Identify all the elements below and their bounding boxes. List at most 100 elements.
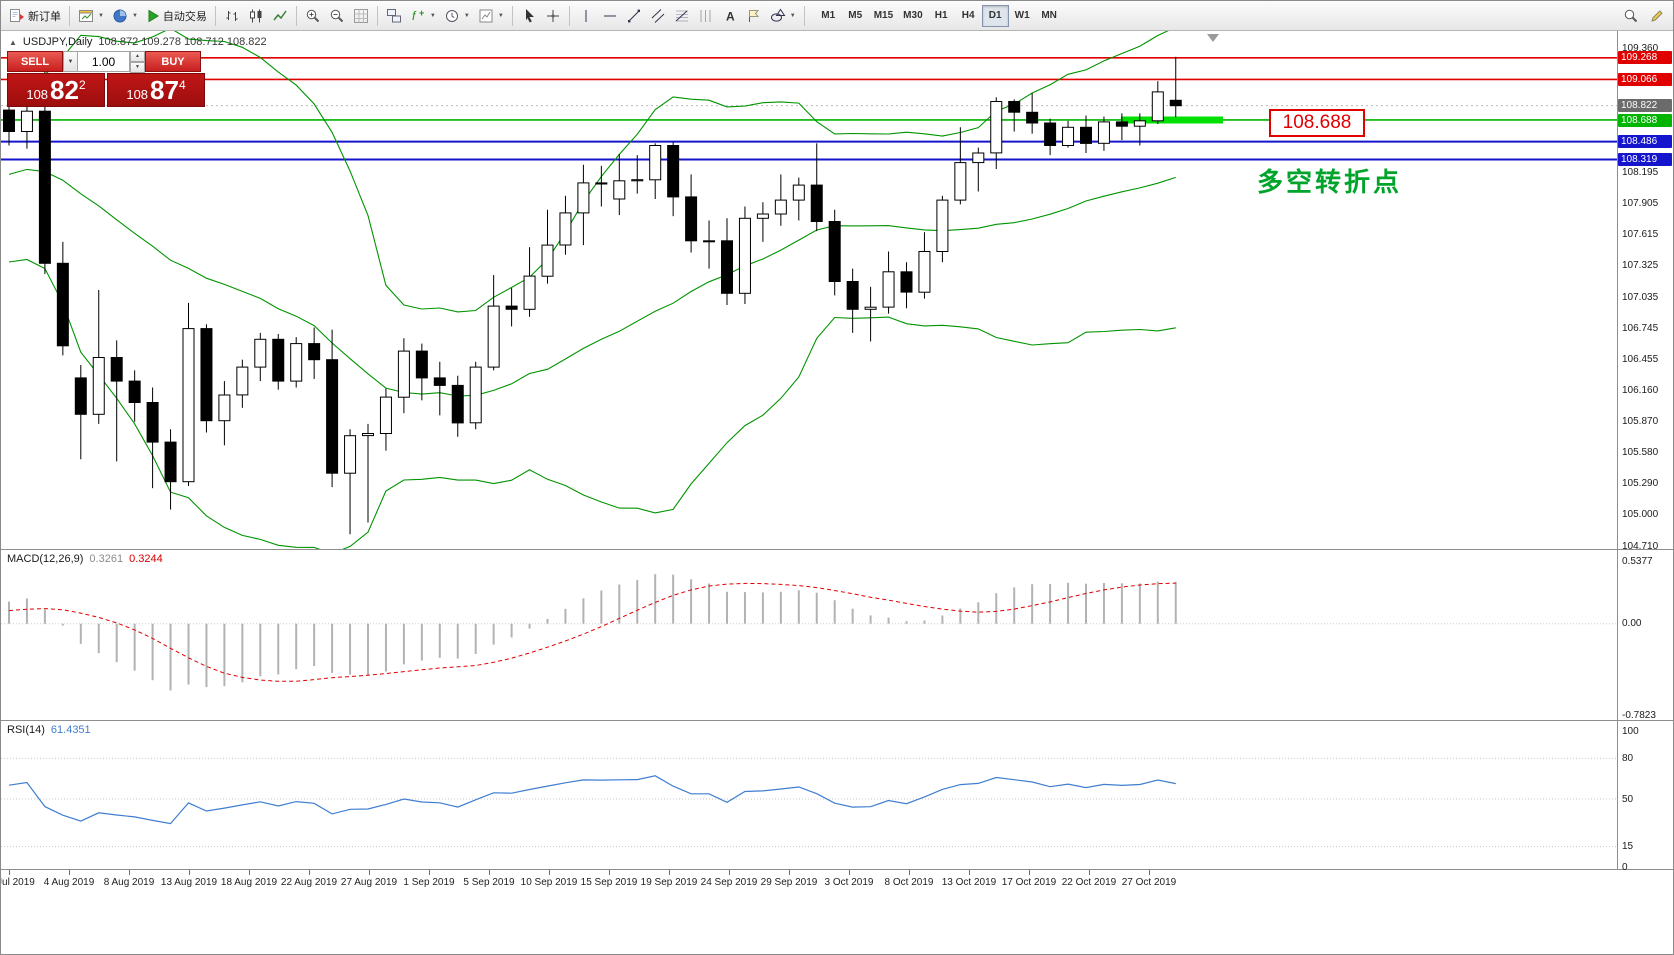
vertical-line-tool-button[interactable] bbox=[574, 4, 598, 28]
date-label: 24 Sep 2019 bbox=[700, 877, 758, 888]
timeframe-h1-button[interactable]: H1 bbox=[928, 5, 955, 27]
fibonacci-tool-button[interactable] bbox=[670, 4, 694, 28]
periods-button[interactable]: ▼ bbox=[440, 4, 474, 28]
zoom-out-button[interactable] bbox=[325, 4, 349, 28]
profiles-button[interactable]: ▼ bbox=[108, 4, 142, 28]
channel-tool-button[interactable] bbox=[646, 4, 670, 28]
volume-stepper[interactable]: ▲ ▼ bbox=[130, 51, 145, 73]
pencil-icon bbox=[1651, 9, 1663, 22]
pivot-note-text[interactable]: 多空转折点 bbox=[1257, 167, 1403, 197]
time-axis-tick bbox=[1029, 870, 1030, 875]
bars-mode-button[interactable] bbox=[220, 4, 244, 28]
date-label: 29 Sep 2019 bbox=[760, 877, 818, 888]
support-price-box: 108.319 bbox=[1618, 153, 1672, 166]
shapes-tool-button[interactable]: ▼ bbox=[766, 4, 800, 28]
vertical-line-icon bbox=[585, 9, 587, 22]
chart-symbol-label: USDJPY,Daily bbox=[22, 36, 93, 48]
rsi-indicator-label: RSI(14) 61.4351 bbox=[7, 724, 91, 736]
date-label: 22 Oct 2019 bbox=[1061, 877, 1117, 888]
templates-icon bbox=[479, 9, 493, 22]
candle-body bbox=[792, 184, 805, 201]
time-axis-tick bbox=[789, 870, 790, 875]
search-button[interactable] bbox=[1619, 4, 1643, 28]
candle-body bbox=[667, 145, 680, 198]
rsi-axis-label: 80 bbox=[1622, 752, 1634, 764]
shapes-icon bbox=[770, 8, 786, 22]
panel-resize-handle[interactable] bbox=[1, 720, 1673, 721]
macd-axis-min: -0.7823 bbox=[1622, 709, 1656, 721]
horizontal-line-tool-button[interactable] bbox=[598, 4, 622, 28]
dropdown-arrow-icon: ▼ bbox=[429, 12, 436, 19]
rsi-chart[interactable] bbox=[1, 720, 1617, 869]
zoom-in-button[interactable] bbox=[301, 4, 325, 28]
candle-body bbox=[272, 338, 285, 382]
timeframe-w1-button[interactable]: W1 bbox=[1009, 5, 1036, 27]
stepper-down-icon[interactable]: ▼ bbox=[130, 62, 145, 73]
cursor-button[interactable] bbox=[517, 4, 541, 28]
cycle-lines-tool-button[interactable] bbox=[694, 4, 718, 28]
rsi-axis-label: 15 bbox=[1622, 841, 1634, 853]
stepper-up-icon[interactable]: ▲ bbox=[130, 51, 145, 62]
candle-body bbox=[685, 196, 698, 242]
crosshair-button[interactable] bbox=[541, 4, 565, 28]
timeframe-m1-button[interactable]: M1 bbox=[815, 5, 842, 27]
tile-windows-button[interactable] bbox=[382, 4, 406, 28]
candle-body bbox=[918, 251, 931, 293]
price-chart[interactable] bbox=[1, 31, 1617, 549]
dropdown-arrow-icon: ▼ bbox=[463, 12, 470, 19]
text-tool-button[interactable]: A bbox=[718, 4, 742, 28]
line-mode-button[interactable] bbox=[268, 4, 292, 28]
timeframe-mn-button[interactable]: MN bbox=[1036, 5, 1063, 27]
one-click-collapse-button[interactable]: ▲ bbox=[9, 37, 17, 47]
volume-input[interactable] bbox=[78, 51, 130, 72]
timeframe-m15-button[interactable]: M15 bbox=[869, 5, 898, 27]
search-icon bbox=[1624, 9, 1638, 22]
autotrading-button[interactable]: 自动交易 bbox=[142, 4, 211, 28]
candles-mode-button[interactable] bbox=[244, 4, 268, 28]
new-order-button[interactable]: 新订单 bbox=[5, 4, 65, 28]
timeframe-h4-button[interactable]: H4 bbox=[955, 5, 982, 27]
buy-price-button[interactable]: 108 87 4 bbox=[107, 73, 205, 107]
sell-price-button[interactable]: 108 82 2 bbox=[7, 73, 105, 107]
candle-body bbox=[344, 435, 357, 474]
panel-resize-handle[interactable] bbox=[1, 549, 1673, 550]
macd-chart[interactable] bbox=[1, 549, 1617, 720]
buy-button[interactable]: BUY bbox=[145, 51, 201, 72]
quick-edit-button[interactable] bbox=[1645, 4, 1669, 28]
chart-shift-marker bbox=[1207, 34, 1219, 42]
new-chart-button[interactable]: ▼ bbox=[74, 4, 108, 28]
time-axis[interactable]: 30 Jul 2019 4 Aug 2019 8 Aug 2019 13 Aug 20… bbox=[1, 869, 1673, 954]
candle-body bbox=[954, 162, 967, 201]
toolbar-separator bbox=[214, 5, 216, 26]
cursor-icon bbox=[525, 8, 534, 22]
price-axis[interactable]: 109.360 108.195 107.905 107.615 107.325 107.0… bbox=[1617, 31, 1673, 873]
time-axis-tick bbox=[1149, 870, 1150, 875]
candle-body bbox=[3, 109, 15, 132]
time-axis-tick bbox=[69, 870, 70, 875]
macd-signal-line bbox=[8, 582, 1176, 682]
channel-icon bbox=[651, 8, 665, 23]
sell-button[interactable]: SELL bbox=[7, 51, 63, 72]
candle-body bbox=[1062, 126, 1075, 147]
timeframe-m5-button[interactable]: M5 bbox=[842, 5, 869, 27]
timeframe-d1-button[interactable]: D1 bbox=[981, 4, 1009, 27]
templates-button[interactable]: ▼ bbox=[474, 4, 508, 28]
cycle-lines-icon bbox=[700, 9, 711, 22]
text-label-tool-button[interactable] bbox=[742, 4, 766, 28]
profiles-icon bbox=[113, 9, 127, 22]
candle-body bbox=[505, 305, 518, 310]
indicators-button[interactable]: f + ▼ bbox=[406, 4, 440, 28]
pivot-price-label[interactable]: 108.688 bbox=[1269, 109, 1365, 137]
trendline-tool-button[interactable] bbox=[622, 4, 646, 28]
rsi-line bbox=[8, 775, 1176, 825]
grid-toggle-button[interactable] bbox=[349, 4, 373, 28]
price-axis-tick: 105.580 bbox=[1622, 447, 1659, 459]
volume-dropdown-button[interactable]: ▼ bbox=[63, 51, 78, 72]
candle-body bbox=[74, 377, 87, 415]
timeframe-m30-button[interactable]: M30 bbox=[898, 5, 927, 27]
resistance-price-box: 109.268 bbox=[1618, 51, 1672, 65]
candle-body bbox=[1026, 111, 1039, 124]
date-label: 17 Oct 2019 bbox=[1001, 877, 1057, 888]
price-axis-tick: 107.905 bbox=[1622, 198, 1659, 210]
